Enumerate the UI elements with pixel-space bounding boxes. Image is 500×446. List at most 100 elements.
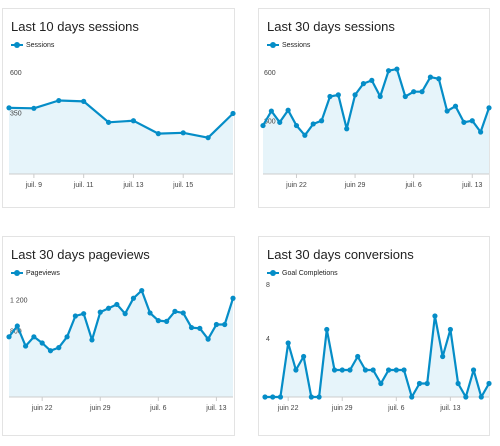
- data-point[interactable]: [378, 380, 384, 387]
- data-point[interactable]: [377, 93, 383, 100]
- data-point[interactable]: [486, 105, 492, 111]
- data-point[interactable]: [47, 348, 54, 354]
- chart-plot[interactable]: 350 600 juil. 9 juil. 11 juil. 13 juil. 15: [3, 9, 236, 209]
- data-point[interactable]: [331, 367, 338, 373]
- data-point[interactable]: [362, 367, 369, 373]
- data-point[interactable]: [347, 367, 353, 373]
- data-point[interactable]: [324, 326, 330, 333]
- data-point[interactable]: [478, 394, 484, 400]
- data-point[interactable]: [6, 334, 12, 340]
- data-point[interactable]: [302, 132, 308, 138]
- data-point[interactable]: [56, 345, 62, 351]
- data-point[interactable]: [56, 97, 62, 104]
- data-point[interactable]: [164, 318, 170, 324]
- data-point[interactable]: [172, 308, 178, 314]
- data-point[interactable]: [6, 105, 12, 111]
- data-point[interactable]: [155, 318, 161, 324]
- data-point[interactable]: [139, 287, 145, 294]
- data-point[interactable]: [335, 92, 341, 98]
- data-point[interactable]: [22, 343, 29, 349]
- data-point[interactable]: [308, 394, 314, 400]
- data-point[interactable]: [440, 353, 446, 360]
- data-point[interactable]: [436, 76, 442, 82]
- data-point[interactable]: [310, 121, 316, 127]
- data-point[interactable]: [31, 105, 37, 111]
- data-point[interactable]: [147, 310, 153, 316]
- data-point[interactable]: [355, 353, 361, 360]
- data-point[interactable]: [416, 380, 423, 387]
- data-point[interactable]: [316, 394, 322, 400]
- data-point[interactable]: [318, 118, 325, 124]
- data-point[interactable]: [81, 98, 87, 104]
- data-point[interactable]: [409, 394, 415, 400]
- data-point[interactable]: [427, 74, 434, 80]
- data-point[interactable]: [444, 108, 450, 114]
- data-point[interactable]: [478, 129, 484, 135]
- data-point[interactable]: [64, 334, 70, 340]
- data-point[interactable]: [188, 324, 195, 331]
- data-point[interactable]: [268, 108, 274, 114]
- data-point[interactable]: [180, 310, 186, 316]
- data-point[interactable]: [72, 313, 78, 319]
- data-point[interactable]: [455, 380, 461, 387]
- data-point[interactable]: [393, 367, 399, 373]
- data-point[interactable]: [360, 81, 367, 87]
- data-point[interactable]: [130, 295, 137, 301]
- data-point[interactable]: [385, 68, 392, 74]
- data-point[interactable]: [230, 295, 236, 301]
- data-point[interactable]: [461, 119, 467, 125]
- legend[interactable]: Sessions: [11, 39, 54, 51]
- data-point[interactable]: [432, 313, 438, 319]
- data-point[interactable]: [222, 321, 228, 328]
- data-point[interactable]: [89, 337, 95, 343]
- data-point[interactable]: [470, 367, 477, 373]
- data-point[interactable]: [370, 367, 376, 373]
- data-point[interactable]: [105, 305, 112, 311]
- data-point[interactable]: [39, 340, 45, 346]
- data-point[interactable]: [180, 130, 186, 136]
- chart-plot[interactable]: 4 8 juin 22 juin 29 juil. 6 juil. 13: [259, 237, 492, 437]
- legend[interactable]: Sessions: [267, 39, 310, 51]
- data-point[interactable]: [14, 323, 20, 329]
- data-point[interactable]: [402, 93, 408, 100]
- data-point[interactable]: [385, 367, 392, 373]
- data-point[interactable]: [205, 135, 211, 141]
- data-point[interactable]: [205, 336, 211, 342]
- data-point[interactable]: [411, 89, 417, 95]
- legend[interactable]: Goal Completions: [267, 267, 338, 279]
- chart-plot[interactable]: 800 1 200 juin 22 juin 29 juil. 6 juil. 13: [3, 237, 236, 437]
- data-point[interactable]: [452, 103, 459, 109]
- data-point[interactable]: [270, 394, 276, 400]
- data-point[interactable]: [155, 131, 161, 137]
- data-point[interactable]: [97, 309, 103, 315]
- data-point[interactable]: [293, 122, 300, 129]
- data-point[interactable]: [230, 110, 236, 117]
- data-point[interactable]: [401, 367, 407, 373]
- data-point[interactable]: [327, 93, 333, 100]
- data-point[interactable]: [285, 107, 291, 113]
- data-point[interactable]: [469, 118, 475, 124]
- data-point[interactable]: [277, 119, 283, 125]
- data-point[interactable]: [213, 321, 220, 328]
- data-point[interactable]: [301, 353, 307, 360]
- data-point[interactable]: [105, 119, 112, 125]
- data-point[interactable]: [262, 394, 268, 400]
- data-point[interactable]: [277, 394, 284, 400]
- data-point[interactable]: [486, 380, 492, 387]
- chart-plot[interactable]: 300 600 juin 22 juin 29 juil. 6 juil. 13: [259, 9, 492, 209]
- data-point[interactable]: [31, 334, 37, 340]
- data-point[interactable]: [81, 311, 87, 317]
- data-point[interactable]: [352, 92, 358, 98]
- data-point[interactable]: [260, 122, 266, 129]
- data-point[interactable]: [424, 380, 430, 387]
- data-point[interactable]: [339, 367, 345, 373]
- legend[interactable]: Pageviews: [11, 267, 60, 279]
- data-point[interactable]: [369, 77, 375, 83]
- data-point[interactable]: [447, 326, 453, 333]
- data-point[interactable]: [130, 118, 137, 124]
- data-point[interactable]: [394, 66, 400, 72]
- data-point[interactable]: [285, 340, 291, 346]
- data-point[interactable]: [419, 89, 425, 95]
- data-point[interactable]: [344, 126, 350, 132]
- data-point[interactable]: [293, 367, 299, 373]
